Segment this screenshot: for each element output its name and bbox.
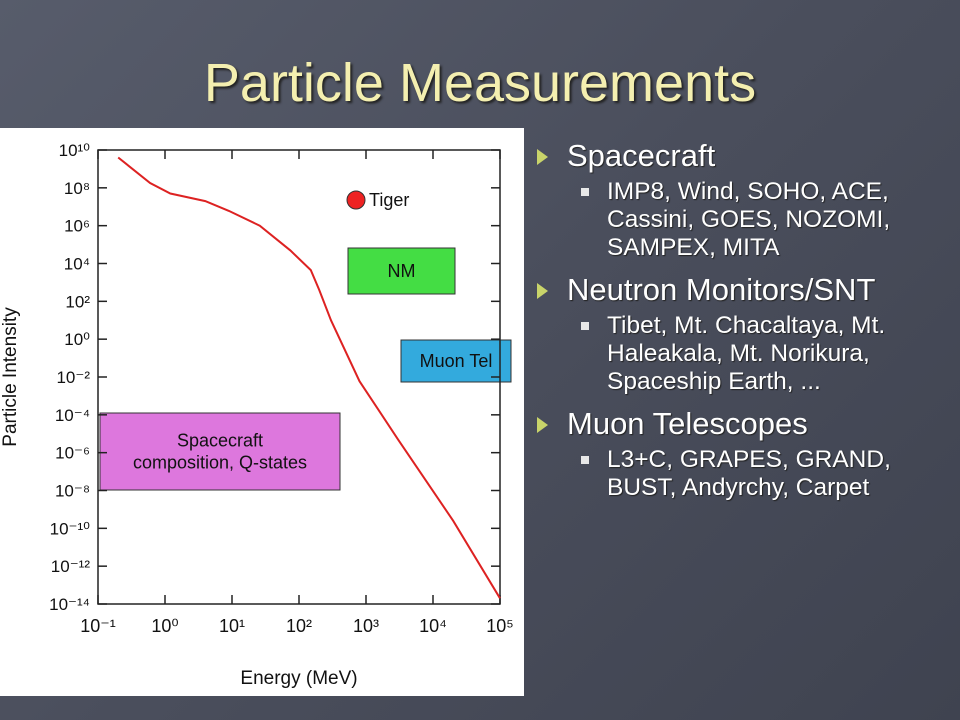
sub-bullet: Tibet, Mt. Chacaltaya, Mt. Haleakala, Mt… [535,312,950,396]
annotation-label: NM [388,261,416,281]
x-tick-label: 10⁻¹ [80,616,116,636]
x-tick-label: 10² [286,616,312,636]
x-tick-label: 10³ [353,616,379,636]
sub-bullet: L3+C, GRAPES, GRAND, BUST, Andyrchy, Car… [535,446,950,502]
annotation-box [99,412,341,491]
y-tick-label: 10⁻¹² [51,557,91,576]
slide-title: Particle Measurements [203,53,757,113]
y-tick-label: 10⁰ [64,330,90,349]
x-tick-label: 10¹ [219,616,245,636]
y-tick-label: 10⁻⁶ [55,444,90,463]
y-tick-label: 10¹⁰ [59,141,91,160]
x-tick-label: 10⁰ [151,616,178,636]
annotation-label: Muon Tel [420,351,493,371]
y-tick-label: 10⁻¹⁴ [49,595,90,614]
bullet: Spacecraft [535,138,950,174]
y-tick-label: 10⁸ [64,179,90,198]
annotation-label: Spacecraft [177,431,263,451]
annotation-box [400,339,512,383]
x-axis-label: Energy (MeV) [240,668,357,689]
bullet: Muon Telescopes [535,406,950,442]
annotation-label: composition, Q-states [133,453,307,473]
y-tick-label: 10⁻¹⁰ [50,519,91,538]
y-tick-label: 10⁴ [64,255,90,274]
annotation-marker [346,190,366,210]
x-tick-label: 10⁵ [486,616,513,636]
annotation-label: Tiger [369,190,409,210]
x-tick-label: 10⁴ [419,616,447,636]
sub-bullet: IMP8, Wind, SOHO, ACE, Cassini, GOES, NO… [535,178,950,262]
y-tick-label: 10² [65,292,90,311]
annotation-box [347,247,456,295]
y-tick-label: 10⁻⁸ [55,482,90,501]
bullet: Neutron Monitors/SNT [535,272,950,308]
y-axis-label: Particle Intensity [0,307,21,447]
y-tick-label: 10⁶ [64,217,90,236]
bullet-list: Spacecraft IMP8, Wind, SOHO, ACE, Cassini… [535,132,950,512]
y-tick-label: 10⁻² [56,368,90,387]
y-tick-label: 10⁻⁴ [55,406,90,425]
data-line [117,156,501,599]
